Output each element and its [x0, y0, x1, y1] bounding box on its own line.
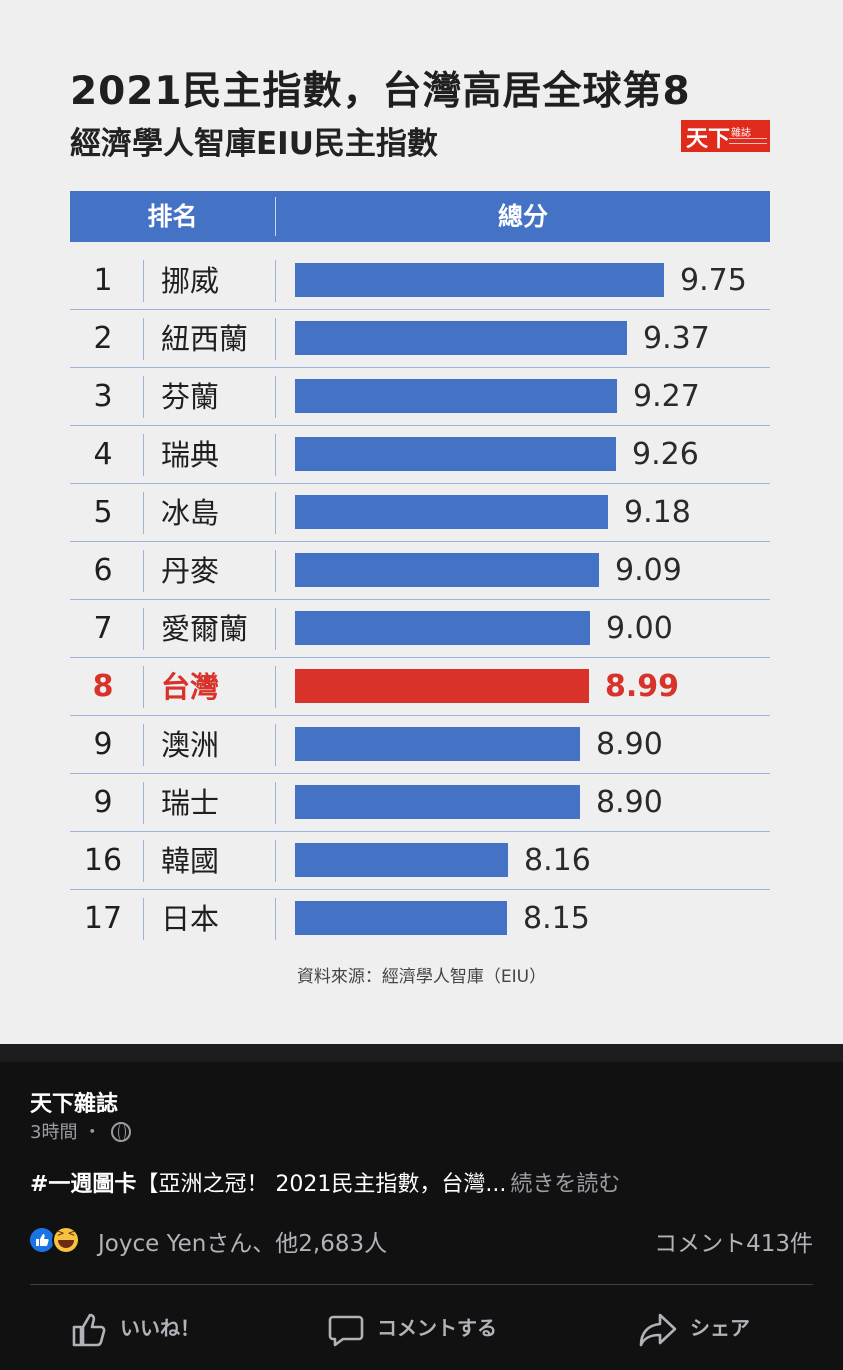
chart-row: 7 愛爾蘭 9.00: [70, 600, 770, 658]
share-arrow-icon: [639, 1313, 677, 1346]
rank-label: 1: [93, 263, 113, 298]
rank-label: 17: [83, 901, 123, 936]
meta-separator: ・: [83, 1122, 102, 1143]
country-label: 韓國: [161, 844, 220, 878]
logo-small-text: 雜誌: [731, 128, 751, 139]
country-label: 丹麥: [161, 554, 220, 588]
comment-button[interactable]: コメントする: [327, 1306, 497, 1350]
haha-reaction-icon: [52, 1226, 80, 1254]
post-body: 【亞洲之冠！ 2021民主指數，台灣...: [136, 1172, 507, 1197]
hashtag-link[interactable]: #一週圖卡: [30, 1172, 137, 1197]
chart-row: 8 台灣 8.99: [70, 658, 770, 716]
country-label: 芬蘭: [161, 380, 220, 414]
post-text: #一週圖卡【亞洲之冠！ 2021民主指數，台灣... 続きを読む: [30, 1166, 620, 1198]
rank-label: 3: [93, 379, 113, 414]
score-value: 9.75: [680, 263, 747, 298]
table-header: 排名 總分: [70, 191, 770, 242]
country-label: 紐西蘭: [161, 322, 249, 356]
rank-label: 16: [83, 843, 123, 878]
country-label: 冰島: [161, 496, 220, 530]
chart-row: 2 紐西蘭 9.37: [70, 310, 770, 368]
score-bar: [295, 843, 508, 877]
infographic-card: 2021民主指數，台灣高居全球第8 經濟學人智庫EIU民主指數 天下 雜誌 排名…: [0, 0, 843, 1044]
country-label: 愛爾蘭: [161, 612, 249, 646]
score-bar: [295, 785, 580, 819]
chart-row: 1 挪威 9.75: [70, 252, 770, 310]
chart-row: 5 冰島 9.18: [70, 484, 770, 542]
score-value: 9.18: [624, 495, 691, 530]
score-bar: [295, 263, 664, 297]
score-value: 9.27: [633, 379, 700, 414]
country-label: 瑞典: [161, 438, 220, 472]
rank-label: 8: [92, 669, 114, 704]
chart-row: 3 芬蘭 9.27: [70, 368, 770, 426]
rank-label: 9: [93, 727, 113, 762]
country-label: 瑞士: [161, 786, 220, 820]
rank-label: 7: [93, 611, 113, 646]
reactions-text: Joyce Yenさん、他2,683人: [98, 1231, 388, 1257]
score-value: 9.37: [643, 321, 710, 356]
chart-row: 6 丹麥 9.09: [70, 542, 770, 600]
globe-icon: [110, 1122, 131, 1142]
header-score: 總分: [497, 202, 548, 231]
country-label: 日本: [161, 902, 220, 936]
divider: [30, 1284, 813, 1285]
score-value: 9.09: [615, 553, 682, 588]
post-time[interactable]: 3時間: [30, 1122, 78, 1143]
comments-count[interactable]: コメント413件: [654, 1231, 813, 1257]
score-value: 8.99: [605, 669, 680, 704]
chart-rows: 1 挪威 9.75 2 紐西蘭 9.37 3 芬蘭 9.27 4 瑞典 9.26 5 冰島 9.18 6 丹麥 9…: [70, 252, 770, 948]
score-value: 8.15: [523, 901, 590, 936]
score-bar: [295, 727, 580, 761]
source-note: 資料來源：經濟學人智庫（EIU）: [296, 967, 547, 987]
thumbs-up-icon: [72, 1313, 106, 1346]
chart-subtitle: 經濟學人智庫EIU民主指數: [70, 126, 438, 162]
score-bar: [295, 379, 617, 413]
chart-title: 2021民主指數，台灣高居全球第8: [70, 69, 691, 114]
like-label: いいね！: [120, 1316, 200, 1340]
score-bar: [295, 437, 616, 471]
rank-label: 2: [93, 321, 113, 356]
country-label: 台灣: [161, 670, 220, 704]
header-rank: 排名: [147, 202, 198, 231]
chart-row: 17 日本 8.15: [70, 890, 770, 948]
country-label: 挪威: [161, 264, 220, 298]
chart-row: 16 韓國 8.16: [70, 832, 770, 890]
share-button[interactable]: シェア: [638, 1306, 750, 1350]
score-bar: [295, 553, 599, 587]
rank-label: 4: [93, 437, 113, 472]
score-value: 9.26: [632, 437, 699, 472]
score-value: 8.16: [524, 843, 591, 878]
share-label: シェア: [690, 1316, 750, 1340]
score-bar: [295, 669, 589, 703]
logo-text: 天下: [686, 126, 731, 152]
rank-label: 6: [93, 553, 113, 588]
comment-bubble-icon: [328, 1315, 364, 1346]
score-bar: [295, 611, 590, 645]
see-more-link[interactable]: 続きを読む: [510, 1172, 621, 1197]
chart-row: 4 瑞典 9.26: [70, 426, 770, 484]
score-value: 8.90: [596, 785, 663, 820]
score-value: 9.00: [606, 611, 673, 646]
rank-label: 9: [93, 785, 113, 820]
page-name[interactable]: 天下雜誌: [30, 1092, 119, 1117]
like-button[interactable]: いいね！: [70, 1306, 200, 1350]
rank-label: 5: [93, 495, 113, 530]
chart-row: 9 瑞士 8.90: [70, 774, 770, 832]
post-meta: 3時間 ・: [30, 1118, 131, 1144]
facebook-post: 天下雜誌 3時間 ・ #一週圖卡【亞洲之冠！ 2021民主指數，台灣... 続きを…: [0, 1062, 843, 1370]
score-bar: [295, 321, 627, 355]
comment-label: コメントする: [377, 1316, 497, 1340]
score-bar: [295, 495, 608, 529]
country-label: 澳洲: [161, 728, 220, 762]
chart-row: 9 澳洲 8.90: [70, 716, 770, 774]
cw-magazine-logo: 天下 雜誌: [681, 120, 770, 152]
score-bar: [295, 901, 507, 935]
score-value: 8.90: [596, 727, 663, 762]
